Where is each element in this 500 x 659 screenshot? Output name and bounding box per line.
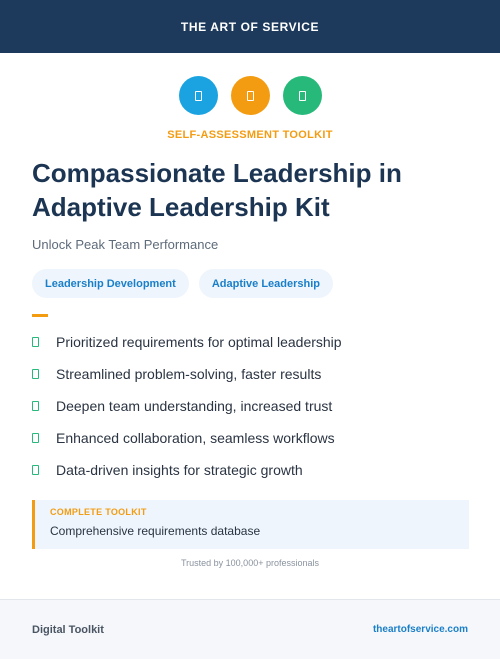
document-icon bbox=[178, 76, 218, 115]
subtitle: Unlock Peak Team Performance bbox=[32, 237, 219, 252]
feature-text: Streamlined problem-solving, faster resu… bbox=[56, 366, 322, 382]
trust-note: Trusted by 100,000+ professionals bbox=[180, 558, 319, 568]
document-icon bbox=[282, 76, 322, 115]
document-icon bbox=[230, 76, 270, 115]
check-icon bbox=[32, 369, 39, 379]
feature-text: Data-driven insights for strategic growt… bbox=[56, 462, 303, 478]
callout-text: Comprehensive requirements database bbox=[50, 524, 261, 538]
feature-item: Enhanced collaboration, seamless workflo… bbox=[32, 422, 472, 454]
feature-item: Deepen team understanding, increased tru… bbox=[32, 390, 472, 422]
footer: Digital Toolkit theartofservice.com bbox=[0, 599, 500, 659]
footer-label: Digital Toolkit bbox=[32, 623, 104, 636]
check-icon bbox=[32, 433, 39, 443]
header-bar: THE ART OF SERVICE bbox=[0, 0, 500, 53]
callout-label: COMPLETE TOOLKIT bbox=[50, 507, 147, 517]
feature-text: Prioritized requirements for optimal lea… bbox=[56, 334, 342, 350]
tag-leadership-development: Leadership Development bbox=[32, 269, 189, 298]
check-icon bbox=[32, 465, 39, 475]
document-glyph bbox=[298, 90, 306, 101]
feature-text: Deepen team understanding, increased tru… bbox=[56, 398, 333, 414]
document-glyph bbox=[194, 90, 202, 101]
feature-item: Data-driven insights for strategic growt… bbox=[32, 454, 472, 486]
website-link[interactable]: theartofservice.com bbox=[372, 624, 468, 635]
icon-row bbox=[0, 76, 500, 115]
feature-text: Enhanced collaboration, seamless workflo… bbox=[56, 430, 335, 446]
toolkit-callout: COMPLETE TOOLKIT Comprehensive requireme… bbox=[32, 500, 469, 549]
page-title: Compassionate Leadership in Adaptive Lea… bbox=[32, 158, 402, 222]
check-icon bbox=[32, 401, 39, 411]
feature-item: Streamlined problem-solving, faster resu… bbox=[32, 358, 472, 390]
tag-adaptive-leadership: Adaptive Leadership bbox=[198, 269, 334, 298]
brand-name: THE ART OF SERVICE bbox=[180, 19, 320, 34]
accent-divider bbox=[32, 314, 48, 317]
tag-list: Leadership Development Adaptive Leadersh… bbox=[32, 269, 334, 298]
document-glyph bbox=[246, 90, 254, 101]
check-icon bbox=[32, 337, 39, 347]
eyebrow-label: SELF-ASSESSMENT TOOLKIT bbox=[167, 129, 333, 141]
feature-item: Prioritized requirements for optimal lea… bbox=[32, 326, 472, 358]
feature-list: Prioritized requirements for optimal lea… bbox=[32, 326, 472, 486]
